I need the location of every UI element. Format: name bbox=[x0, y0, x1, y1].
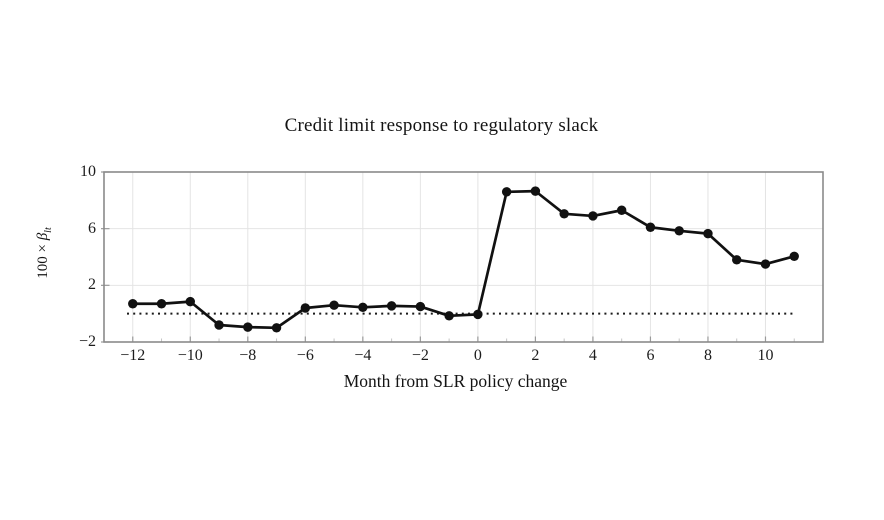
x-tick-label: 0 bbox=[473, 347, 482, 364]
data-point bbox=[674, 226, 684, 236]
x-tick-label: −12 bbox=[120, 347, 146, 364]
data-point bbox=[386, 301, 397, 311]
y-tick-label: −2 bbox=[78, 333, 96, 350]
data-point bbox=[185, 296, 195, 307]
x-tick-label: 8 bbox=[703, 347, 712, 364]
data-point bbox=[415, 301, 426, 312]
x-tick-label: 4 bbox=[588, 347, 597, 364]
x-tick-label: −6 bbox=[296, 347, 314, 364]
data-point bbox=[732, 255, 742, 265]
data-point bbox=[501, 187, 512, 197]
data-point bbox=[329, 300, 339, 310]
data-point bbox=[358, 302, 368, 312]
data-point bbox=[214, 320, 224, 330]
x-tick-label: −10 bbox=[177, 347, 203, 364]
y-tick-label: 6 bbox=[88, 219, 96, 237]
data-point bbox=[559, 209, 569, 219]
x-axis-label: Month from SLR policy change bbox=[343, 371, 568, 391]
data-point bbox=[616, 205, 627, 215]
data-point bbox=[645, 222, 656, 232]
data-point bbox=[243, 322, 253, 332]
x-tick-label: −4 bbox=[354, 347, 372, 364]
x-tick-label: 2 bbox=[531, 347, 540, 364]
x-tick-label: −2 bbox=[411, 347, 429, 364]
data-point bbox=[156, 299, 167, 309]
data-point bbox=[588, 211, 598, 221]
y-tick-label: 10 bbox=[80, 163, 96, 180]
data-point bbox=[300, 303, 311, 313]
y-tick-label: 2 bbox=[88, 276, 96, 294]
chart-title: Credit limit response to regulatory slac… bbox=[284, 115, 599, 136]
data-point bbox=[444, 311, 454, 321]
x-tick-label: 10 bbox=[757, 347, 774, 364]
data-point bbox=[473, 309, 483, 320]
data-point bbox=[271, 323, 282, 333]
series-line bbox=[131, 189, 796, 330]
plot-frame bbox=[103, 171, 824, 343]
data-point bbox=[760, 259, 771, 269]
x-tick-label: 6 bbox=[646, 347, 655, 364]
data-point bbox=[530, 186, 541, 196]
x-tick-label: −8 bbox=[239, 347, 257, 364]
data-point bbox=[789, 251, 799, 261]
data-point bbox=[128, 299, 138, 309]
data-point bbox=[703, 228, 713, 239]
